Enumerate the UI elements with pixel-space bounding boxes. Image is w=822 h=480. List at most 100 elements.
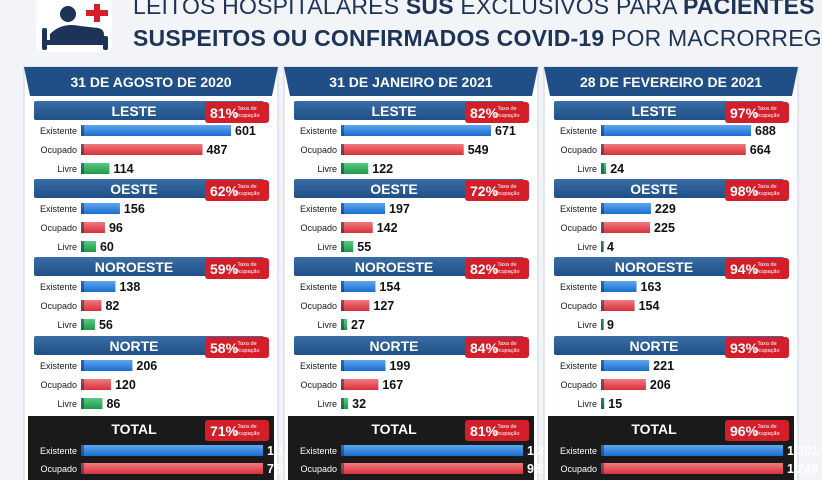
bar-cap: [341, 398, 344, 409]
bar-cap: [341, 360, 344, 371]
rate-badge: [205, 337, 269, 358]
bar-cap: [601, 463, 604, 474]
bar-cap: [601, 163, 604, 174]
bar-existente: [341, 125, 491, 136]
rate-value: 82%: [470, 105, 499, 121]
title-line-2: SUSPEITOS OU CONFIRMADOS COVID-19 POR MA…: [133, 25, 822, 52]
date-label: 31 DE AGOSTO DE 2020: [70, 74, 231, 90]
region-name: LESTE: [111, 103, 156, 119]
rate-value: 93%: [730, 340, 759, 356]
bar-cap: [341, 300, 344, 311]
bar-ocupado: [81, 300, 102, 311]
rate-label: Taxa de: [497, 262, 516, 268]
rate-label: Taxa de: [757, 341, 776, 347]
bar-livre: [81, 319, 95, 330]
row-label: Existente: [560, 446, 597, 456]
title-line-1-segment: LEITOS HOSPITALARES: [133, 0, 406, 19]
title-line-2-segment: POR MACRORREGIÃO: [610, 25, 822, 51]
row-label: Ocupado: [560, 380, 597, 390]
rate-label: Taxa de: [757, 106, 776, 112]
value-label: 206: [650, 378, 671, 392]
row-livre: Livre 56: [57, 318, 112, 332]
row-label: Livre: [317, 242, 337, 252]
row-label: Ocupado: [40, 223, 77, 233]
row-label: Livre: [577, 164, 597, 174]
row-ocupado: Ocupado 142: [300, 221, 397, 235]
row-label: Livre: [57, 164, 77, 174]
hospital-bed-patient-icon: [36, 0, 112, 52]
value-label: 15: [608, 397, 622, 411]
value-label: 56: [99, 318, 113, 332]
region-name: OESTE: [370, 181, 417, 197]
bar-cap: [81, 360, 84, 371]
rate-value: 84%: [470, 340, 499, 356]
value-label: 27: [351, 318, 365, 332]
bar-existente: [81, 445, 263, 456]
bar-existente: [341, 281, 376, 292]
value-label: 197: [389, 202, 410, 216]
row-ocupado: Ocupado 664: [560, 143, 770, 157]
row-label: Existente: [300, 126, 337, 136]
rate-value: 97%: [730, 105, 759, 121]
bar-cap: [81, 203, 84, 214]
row-livre: Livre 32: [317, 397, 366, 411]
rate-value: 96%: [730, 423, 759, 439]
bar-cap: [601, 300, 604, 311]
value-label: 229: [655, 202, 676, 216]
rate-label: Taxa de: [497, 341, 516, 347]
title-line-1: LEITOS HOSPITALARES SUS EXCLUSIVOS PARA …: [133, 0, 815, 20]
row-label: Livre: [577, 399, 597, 409]
row-label: Ocupado: [300, 464, 337, 474]
bar-cap: [341, 319, 344, 330]
value-label: 549: [468, 143, 489, 157]
region-name: TOTAL: [111, 421, 157, 437]
date-header: [284, 67, 538, 96]
bar-cap: [341, 445, 344, 456]
bar-livre: [81, 398, 103, 409]
row-existente: Existente 206: [40, 359, 157, 373]
region-name: LESTE: [631, 103, 676, 119]
bar-cap: [601, 445, 604, 456]
row-label: Ocupado: [40, 145, 77, 155]
rate-value: 94%: [730, 261, 759, 277]
row-label: Existente: [300, 446, 337, 456]
bar-cap: [601, 222, 604, 233]
value-label: 206: [136, 359, 157, 373]
bar-cap: [81, 445, 84, 456]
rate-badge: [205, 258, 269, 279]
rate-label: Taxa de: [757, 184, 776, 190]
date-header: [24, 67, 278, 96]
row-ocupado: Ocupado 549: [300, 143, 488, 157]
value-label: 664: [750, 143, 771, 157]
row-livre: Livre 27: [317, 318, 365, 332]
title-line-1-segment: PACIENTES: [683, 0, 815, 19]
region-name: NOROESTE: [615, 259, 694, 275]
rate-label: Taxa de: [757, 424, 776, 430]
row-label: Ocupado: [300, 145, 337, 155]
row-total-ocupado: Ocupado 785: [40, 462, 287, 476]
rate-label: Ocupação: [494, 269, 519, 275]
value-label: 221: [653, 359, 674, 373]
region-name: LESTE: [371, 103, 416, 119]
bar-existente: [601, 281, 637, 292]
bar-cap: [81, 398, 84, 409]
region-name: NORTE: [370, 338, 419, 354]
bar-ocupado: [341, 300, 370, 311]
row-label: Livre: [57, 320, 77, 330]
value-label: 601: [235, 124, 256, 138]
bar-ocupado: [601, 379, 646, 390]
bar-cap: [601, 144, 604, 155]
rate-badge: [725, 180, 789, 201]
bar-ocupado: [341, 463, 523, 474]
row-livre: Livre 55: [317, 240, 371, 254]
row-livre: Livre 4: [577, 240, 614, 254]
row-label: Ocupado: [40, 380, 77, 390]
bar-cap: [81, 281, 84, 292]
title-line-2-segment: SUSPEITOS OU CONFIRMADOS COVID-19: [133, 25, 605, 51]
rate-value: 59%: [210, 261, 239, 277]
